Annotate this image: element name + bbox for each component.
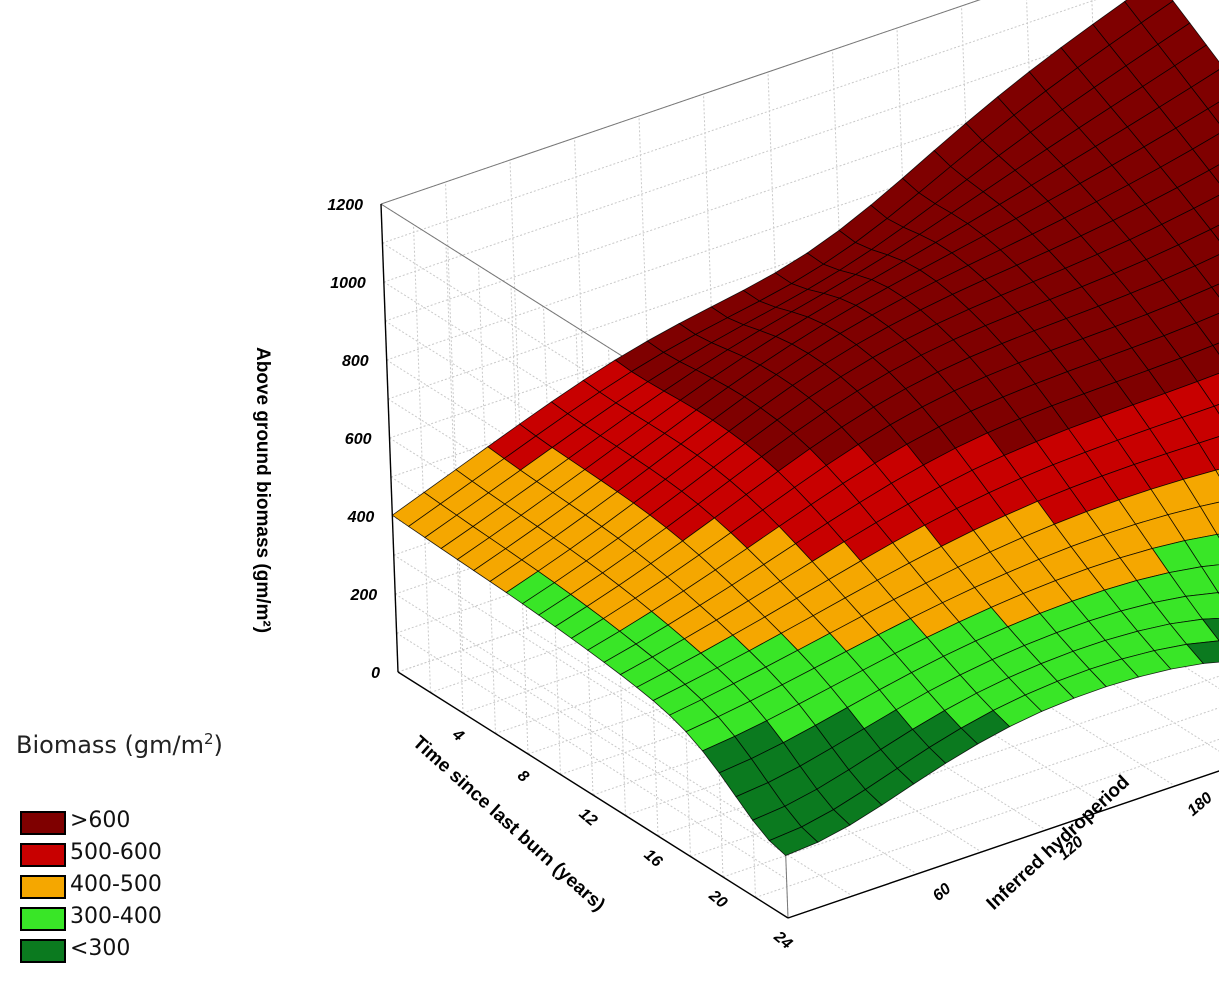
- legend-label: 500-600: [70, 840, 162, 865]
- x-tick-label: 16: [641, 846, 666, 871]
- y-tick-label: 180: [1184, 789, 1215, 819]
- grid-line: [394, 593, 786, 841]
- legend-label: >600: [70, 808, 131, 833]
- legend-swatch: [20, 939, 66, 963]
- grid-line: [722, 707, 1219, 878]
- surface-cell: [1209, 224, 1219, 242]
- z-tick-label: 0: [371, 665, 380, 682]
- surface-cell: [1211, 283, 1219, 298]
- z-axis-label: Above ground biomass (gm/m²): [252, 347, 273, 633]
- axis-line: [380, 203, 399, 673]
- surface-cell: [768, 826, 819, 856]
- legend-swatch: [20, 875, 66, 899]
- axis-line: [787, 770, 1219, 919]
- legend-swatch: [20, 843, 66, 867]
- z-tick-label: 200: [349, 587, 377, 604]
- z-tick-label: 800: [342, 353, 369, 370]
- legend-title: Biomass (gm/m2): [16, 730, 223, 759]
- x-axis-label: Time since last burn (years): [408, 732, 609, 916]
- x-tick-label: 12: [576, 805, 601, 830]
- grid-line: [382, 0, 1097, 244]
- legend-swatch: [20, 907, 66, 931]
- grid-line: [396, 632, 787, 880]
- y-tick-label: 60: [930, 880, 955, 905]
- legend-label: 400-500: [70, 872, 162, 897]
- surface-mesh: [391, 0, 1219, 856]
- z-tick-label: 400: [347, 509, 375, 526]
- legend: Biomass (gm/m2) >600 500-600 400-500 300-40…: [16, 700, 276, 980]
- z-tick-label: 1000: [330, 275, 366, 292]
- x-tick-label: 8: [514, 767, 532, 786]
- axis-line: [397, 671, 789, 919]
- legend-swatch: [20, 811, 66, 835]
- legend-label: <300: [70, 936, 131, 961]
- x-tick-label: 4: [448, 726, 467, 745]
- z-tick-label: 600: [345, 431, 372, 448]
- box-edge: [380, 0, 981, 205]
- y-axis-label: Inferred hydroperiod: [983, 772, 1134, 915]
- grid-line: [755, 738, 1219, 898]
- x-tick-label: 24: [770, 928, 795, 953]
- surface-cell: [1208, 164, 1219, 184]
- z-tick-label: 1200: [327, 197, 363, 214]
- legend-label: 300-400: [70, 904, 162, 929]
- grid-line: [383, 17, 1158, 283]
- x-tick-label: 20: [705, 887, 730, 912]
